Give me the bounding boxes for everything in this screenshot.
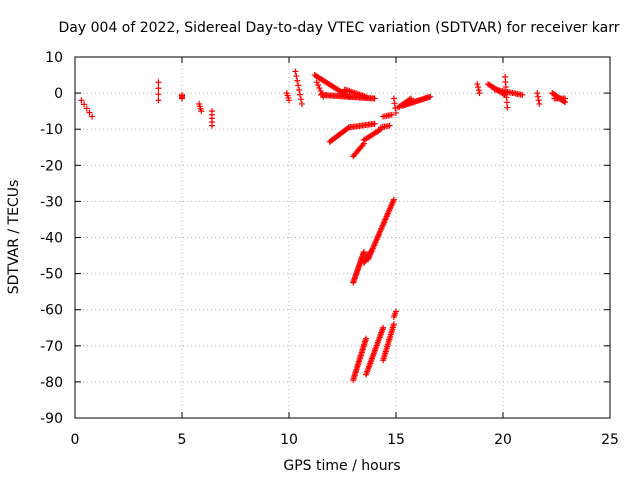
- data-point: [155, 85, 162, 92]
- y-tick-label: -60: [40, 303, 63, 319]
- data-point: [536, 100, 543, 107]
- data-point: [78, 97, 85, 104]
- data-point: [393, 308, 399, 315]
- data-point: [81, 101, 88, 108]
- x-tick-label: 10: [280, 432, 298, 448]
- x-tick-label: 15: [387, 432, 405, 448]
- data-point: [371, 95, 378, 102]
- data-point: [475, 84, 482, 91]
- data-point: [380, 324, 387, 331]
- data-point: [296, 87, 303, 94]
- data-point: [86, 109, 93, 116]
- data-point: [502, 73, 509, 80]
- data-point: [388, 111, 395, 118]
- data-point: [363, 93, 370, 100]
- data-point: [155, 79, 162, 86]
- y-tick-label: -50: [40, 267, 63, 283]
- y-tick-label: -80: [40, 375, 63, 391]
- data-point: [313, 79, 320, 86]
- data-point: [393, 109, 399, 116]
- data-point: [390, 321, 397, 328]
- data-point: [294, 77, 301, 84]
- y-axis-label: SDTVAR / TECUs: [6, 180, 22, 295]
- y-tick-label: -70: [40, 339, 63, 355]
- data-point: [315, 82, 322, 89]
- data-point: [392, 105, 399, 112]
- data-point: [155, 91, 162, 98]
- data-point: [316, 85, 323, 92]
- data-point: [474, 81, 481, 88]
- data-point: [83, 105, 90, 112]
- data-point: [371, 120, 378, 127]
- data-point: [503, 99, 510, 106]
- x-axis-label: GPS time / hours: [283, 458, 400, 474]
- data-point: [476, 90, 483, 97]
- x-tick-label: 5: [178, 432, 187, 448]
- data-point: [535, 97, 542, 104]
- data-point: [295, 82, 302, 89]
- y-tick-label: -40: [40, 231, 63, 247]
- data-point: [390, 196, 397, 203]
- data-point: [427, 93, 434, 100]
- data-point: [534, 90, 541, 97]
- data-point: [297, 96, 304, 103]
- y-tick-label: -90: [40, 411, 63, 427]
- data-point: [208, 122, 215, 129]
- data-point: [503, 94, 510, 101]
- data-point: [534, 93, 541, 100]
- data-point: [502, 84, 509, 91]
- y-tick-label: -20: [40, 158, 63, 174]
- data-point: [298, 100, 305, 107]
- data-point: [179, 95, 185, 102]
- data-point: [391, 100, 398, 107]
- data-point: [386, 122, 393, 129]
- grid-lines: [75, 57, 610, 418]
- x-tick-label: 0: [71, 432, 80, 448]
- data-point: [198, 108, 205, 115]
- data-point: [293, 73, 300, 80]
- data-point: [360, 248, 367, 255]
- data-point: [475, 87, 482, 94]
- data-point: [502, 78, 509, 85]
- data-point: [390, 95, 397, 102]
- axis-ticks: -90 -80 -70 -60 -50 -40 -30 -20 -10 0 10 0 5 10 15 20 25: [40, 50, 619, 448]
- data-points: [78, 68, 569, 384]
- data-point: [503, 89, 510, 96]
- y-tick-label: 10: [45, 50, 63, 66]
- data-point: [297, 91, 304, 98]
- y-tick-label: -10: [40, 122, 63, 138]
- y-tick-label: -30: [40, 194, 63, 210]
- data-point: [89, 113, 96, 120]
- data-point: [519, 91, 526, 98]
- data-point: [286, 97, 292, 104]
- data-point: [344, 125, 351, 132]
- y-tick-label: 0: [54, 86, 63, 102]
- data-point: [504, 104, 511, 111]
- x-tick-label: 20: [494, 432, 512, 448]
- data-point: [376, 127, 383, 134]
- data-point: [562, 95, 569, 102]
- data-point: [363, 335, 370, 342]
- data-point: [155, 97, 162, 104]
- x-tick-label: 25: [601, 432, 619, 448]
- chart-title: Day 004 of 2022, Sidereal Day-to-day VTE…: [59, 20, 620, 36]
- data-point: [292, 68, 299, 75]
